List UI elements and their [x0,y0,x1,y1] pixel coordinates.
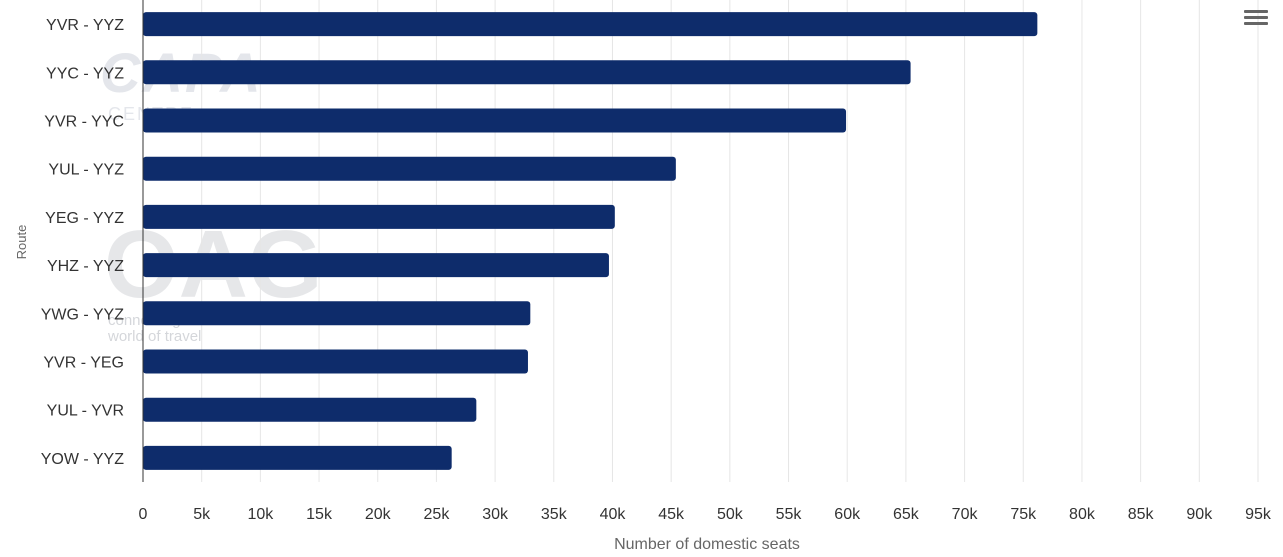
x-tick-label: 5k [193,506,211,523]
x-tick-label: 10k [247,506,274,523]
bar-yul-yyz[interactable] [143,156,676,181]
x-tick-label: 45k [658,506,685,523]
y-tick-label: YOW - YYZ [41,451,124,468]
y-axis-title: Route [14,225,29,260]
x-tick-label: 25k [424,506,451,523]
x-tick-label: 80k [1069,506,1096,523]
chart-menu-button[interactable] [1244,10,1268,30]
bar-yow-yyz[interactable] [143,445,452,470]
x-tick-label: 35k [541,506,568,523]
bar-yvr-yeg[interactable] [143,349,528,374]
axes: 0 5k 10k 15k 20k 25k 30k 35k 40k 45k 50k 55k 60k 65k 7… [41,0,1272,523]
x-tick-label: 15k [306,506,333,523]
bars [143,12,1038,470]
x-tick-label: 0 [139,506,148,523]
y-tick-label: YHZ - YYZ [47,258,124,275]
y-tick-label: YVR - YEG [43,355,124,372]
x-tick-label: 20k [365,506,392,523]
bar-yhz-yyz[interactable] [143,253,609,278]
x-tick-label: 95k [1245,506,1272,523]
y-tick-label: YUL - YYZ [48,162,124,179]
hamburger-menu-icon-line [1244,22,1268,25]
x-tick-label: 85k [1128,506,1155,523]
x-tick-label: 55k [776,506,803,523]
y-tick-label: YWG - YYZ [41,306,124,323]
y-tick-label: YVR - YYZ [46,17,124,34]
y-tick-label: YVR - YYC [44,114,124,131]
bar-yyc-yyz[interactable] [143,60,911,85]
x-tick-label: 75k [1010,506,1037,523]
hamburger-menu-icon [1244,10,1268,13]
y-tick-label: YYC - YYZ [46,65,124,82]
y-tick-label: YEG - YYZ [45,210,124,227]
bar-yvr-yyc[interactable] [143,108,847,133]
x-axis-title: Number of domestic seats [614,536,800,553]
x-tick-label: 70k [952,506,979,523]
x-tick-label: 65k [893,506,920,523]
bar-yeg-yyz[interactable] [143,204,615,229]
x-tick-label: 40k [600,506,627,523]
x-tick-label: 90k [1186,506,1213,523]
y-tick-label: YUL - YVR [47,403,124,420]
bar-yvr-yyz[interactable] [143,12,1038,37]
bar-ywg-yyz[interactable] [143,301,531,326]
x-tick-label: 60k [834,506,861,523]
x-tick-label: 50k [717,506,744,523]
hamburger-menu-icon-line [1244,16,1268,19]
x-tick-label: 30k [482,506,509,523]
bar-yul-yvr[interactable] [143,397,477,422]
